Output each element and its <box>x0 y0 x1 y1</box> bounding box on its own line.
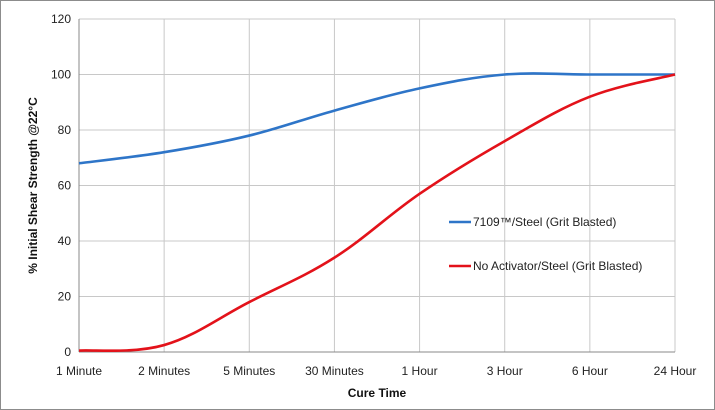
y-tick-labels: 0 20 40 60 80 100 120 <box>51 12 71 359</box>
y-tick-label: 60 <box>58 179 72 193</box>
x-tick-label: 1 Hour <box>402 364 438 378</box>
y-tick-label: 40 <box>58 234 72 248</box>
grid-lines <box>78 18 676 353</box>
series-line-7109-steel <box>78 72 675 165</box>
x-tick-label: 6 Hour <box>572 364 608 378</box>
y-axis-title: % Initial Shear Strength @22°C <box>26 97 40 274</box>
x-tick-label: 30 Minutes <box>305 364 364 378</box>
series-lines <box>78 72 676 353</box>
x-tick-label: 2 Minutes <box>138 364 190 378</box>
y-tick-label: 100 <box>51 68 71 82</box>
series-line-no-activator-steel <box>78 73 676 353</box>
y-tick-label: 120 <box>51 12 71 26</box>
x-tick-label: 3 Hour <box>487 364 523 378</box>
y-tick-label: 80 <box>58 123 72 137</box>
x-tick-label: 24 Hour <box>654 364 697 378</box>
legend-label-no-activator-steel: No Activator/Steel (Grit Blasted) <box>473 259 642 273</box>
x-tick-label: 1 Minute <box>56 364 102 378</box>
y-tick-label: 20 <box>58 290 72 304</box>
legend-label-7109-steel: 7109™/Steel (Grit Blasted) <box>473 215 616 229</box>
x-tick-label: 5 Minutes <box>223 364 275 378</box>
x-tick-labels: 1 Minute 2 Minutes 5 Minutes 30 Minutes 1 Ho… <box>56 364 696 378</box>
y-tick-label: 0 <box>64 345 71 359</box>
legend: 7109™/Steel (Grit Blasted) No Activator/… <box>449 215 642 273</box>
x-axis-title: Cure Time <box>348 386 407 400</box>
